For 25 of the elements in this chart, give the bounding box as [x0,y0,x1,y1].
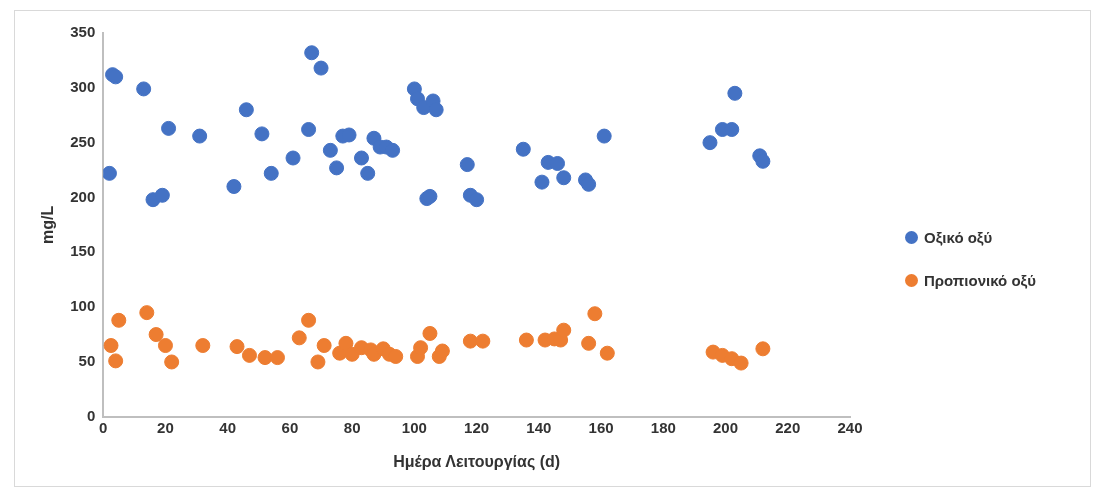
x-tick-label: 240 [837,418,863,436]
x-tick-label: 120 [464,418,490,436]
x-tick-label: 160 [588,418,614,436]
y-tick-label: 100 [70,297,96,315]
x-tick-label: 220 [775,418,801,436]
x-tick-label: 60 [281,418,299,436]
x-tick-label: 200 [713,418,739,436]
x-tick-label: 140 [526,418,552,436]
x-tick-label: 40 [219,418,237,436]
y-tick-label: 250 [70,132,96,150]
x-tick-label: 180 [650,418,676,436]
y-tick-label: 150 [70,242,96,260]
x-tick-label: 0 [99,418,108,436]
y-axis-title: mg/L [39,205,57,245]
y-tick-label: 50 [78,352,96,370]
y-tick-label: 300 [70,77,96,95]
y-tick-label: 0 [86,406,96,424]
x-tick-label: 80 [343,418,361,436]
y-tick-label: 200 [70,187,96,205]
y-tick-label: 350 [70,23,96,41]
x-tick-label: 100 [401,418,427,436]
legend-label: Οξικό οξύ [924,229,993,246]
x-axis-title: Ημέρα Λειτουργίας (d) [393,452,561,471]
x-tick-label: 20 [157,418,174,436]
legend-label: Προπιονικό οξύ [924,272,1036,289]
